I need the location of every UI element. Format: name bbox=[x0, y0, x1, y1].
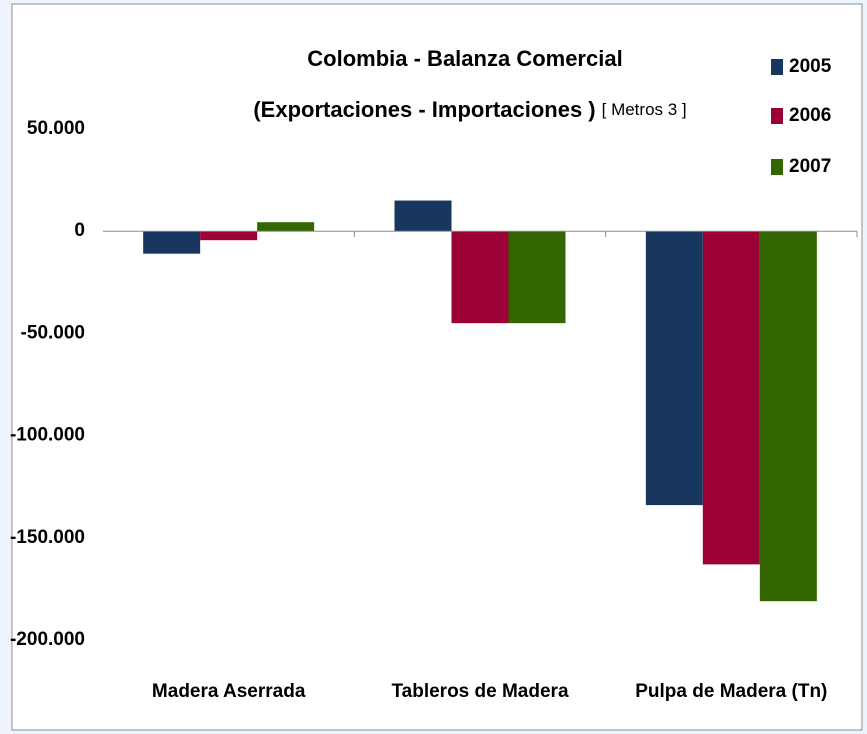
bar bbox=[702, 231, 760, 565]
y-tick-label: -150.000 bbox=[10, 527, 85, 548]
legend-swatch bbox=[771, 159, 783, 175]
y-tick-label: -200.000 bbox=[10, 629, 85, 650]
legend-label: 2005 bbox=[789, 56, 832, 77]
bar bbox=[508, 231, 566, 324]
y-tick-label: -50.000 bbox=[21, 322, 85, 343]
y-tick-label: 0 bbox=[74, 220, 85, 241]
legend-label: 2007 bbox=[789, 156, 831, 177]
chart-subtitle-line: (Exportaciones - Importaciones ) [ Metros… bbox=[253, 97, 686, 122]
chart-subtitle: (Exportaciones - Importaciones ) bbox=[253, 97, 595, 122]
bar bbox=[759, 231, 817, 602]
bar bbox=[645, 231, 703, 506]
y-tick-label: -100.000 bbox=[10, 425, 85, 446]
x-tick-label: Tableros de Madera bbox=[391, 681, 568, 702]
x-tick-label: Pulpa de Madera (Tn) bbox=[635, 681, 827, 702]
chart-title: Colombia - Balanza Comercial bbox=[307, 46, 622, 71]
bar bbox=[200, 231, 258, 241]
bar bbox=[394, 200, 452, 232]
bar bbox=[143, 231, 201, 254]
legend-swatch bbox=[771, 108, 783, 124]
legend-label: 2006 bbox=[789, 105, 831, 126]
bar bbox=[451, 231, 509, 324]
unit-label: [ Metros 3 ] bbox=[602, 100, 687, 119]
x-tick-label: Madera Aserrada bbox=[152, 681, 306, 702]
legend-swatch bbox=[771, 59, 783, 75]
bar bbox=[257, 222, 315, 232]
y-tick-label: 50.000 bbox=[27, 118, 85, 139]
